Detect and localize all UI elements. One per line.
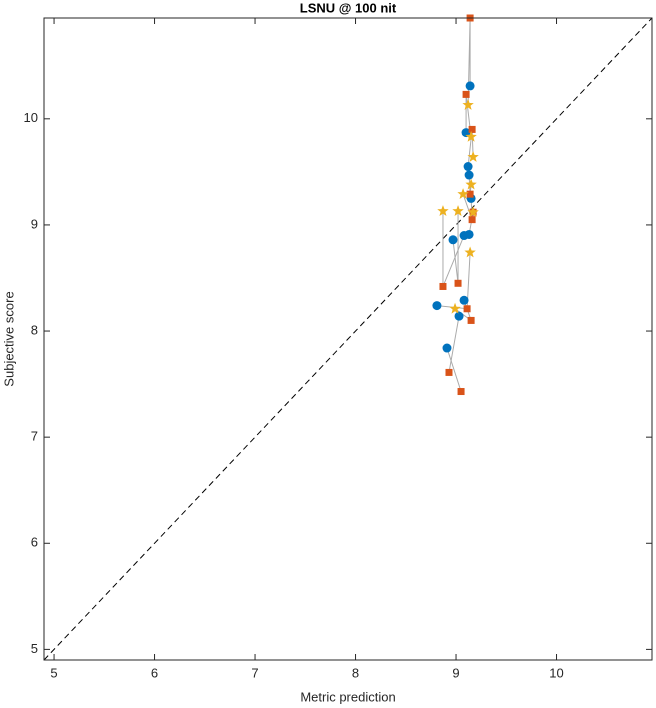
identity-line	[43, 17, 653, 661]
point	[468, 216, 476, 224]
point	[457, 188, 469, 200]
point	[462, 90, 470, 98]
point	[432, 301, 442, 311]
point	[445, 368, 453, 376]
point	[467, 206, 479, 218]
point	[465, 81, 475, 91]
x-axis-label: Metric prediction	[300, 689, 395, 704]
y-axis-label: Subjective score	[1, 291, 16, 386]
x-tick-label: 7	[251, 665, 258, 680]
point	[454, 311, 464, 321]
chart-title: LSNU @ 100 nit	[300, 0, 397, 15]
point	[448, 235, 458, 245]
point	[452, 205, 464, 216]
point	[437, 205, 449, 216]
point	[442, 343, 452, 353]
point	[461, 128, 471, 138]
y-tick-label: 8	[31, 322, 38, 337]
point	[467, 316, 475, 324]
y-tick-label: 6	[31, 535, 38, 550]
x-tick-label: 6	[151, 665, 158, 680]
connector	[446, 347, 462, 392]
point	[454, 279, 462, 287]
x-tick-label: 5	[50, 665, 57, 680]
point	[466, 190, 474, 198]
axes-box	[43, 17, 653, 661]
point	[463, 162, 473, 172]
x-tick-label: 8	[352, 665, 359, 680]
y-tick-label: 9	[31, 216, 38, 231]
point	[468, 125, 476, 133]
point	[449, 302, 461, 314]
y-tick-label: 7	[31, 429, 38, 444]
point	[467, 151, 479, 162]
point	[465, 130, 477, 142]
x-tick-label: 10	[549, 665, 563, 680]
point	[459, 231, 469, 241]
point	[457, 388, 465, 396]
point	[459, 295, 469, 305]
point	[465, 178, 477, 190]
point	[464, 170, 474, 180]
y-tick-label: 5	[31, 641, 38, 656]
point	[463, 305, 471, 313]
point	[439, 282, 447, 290]
x-tick-label: 9	[452, 665, 459, 680]
y-tick-label: 10	[24, 110, 38, 125]
connector	[448, 316, 460, 373]
point	[462, 99, 474, 110]
point	[464, 246, 476, 258]
